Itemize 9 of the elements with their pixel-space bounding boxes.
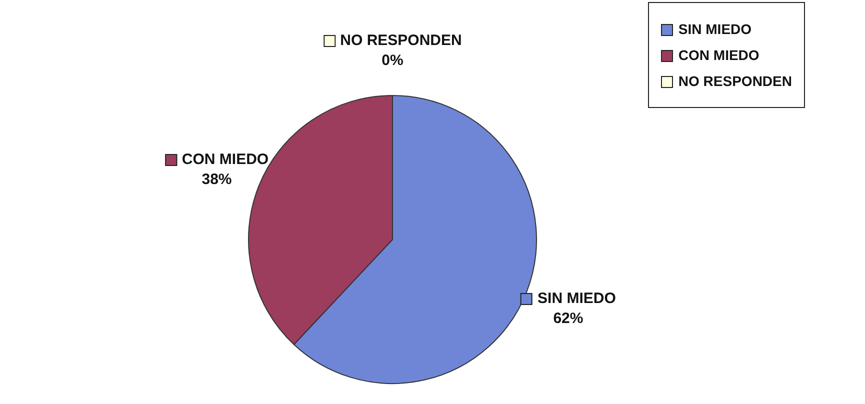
text: 0% [382,52,404,68]
category-label: SIN MIEDO [678,21,752,37]
data-label: 62% [552,309,584,330]
data-label: 38% [200,170,233,190]
category-label: NO RESPONDEN [340,32,462,48]
legend-label: CON MIEDO [180,150,269,170]
legend-label: SIN MIEDO [536,289,616,310]
legend-label: NO RESPONDEN [677,73,792,89]
category-label: CON MIEDO [678,47,760,63]
